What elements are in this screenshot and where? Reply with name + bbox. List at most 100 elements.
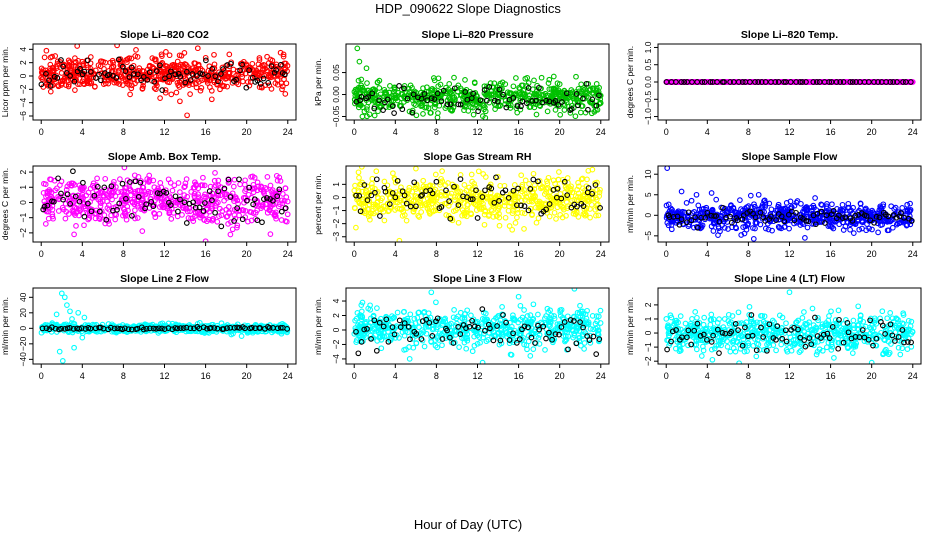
reference-point [271,69,278,76]
reference-point [728,219,735,226]
data-point [429,183,436,189]
reference-point [418,95,425,102]
data-point [462,77,468,83]
reference-point [518,202,524,209]
data-point [472,183,478,190]
y-tick-label: 1.0 [643,41,653,53]
reference-point [536,84,542,91]
y-tick-label: −2 [331,219,341,229]
outlier-point [71,231,77,238]
data-point [208,203,215,209]
data-point [546,76,553,83]
data-point [165,176,172,183]
data-point [457,188,463,195]
data-point [509,191,516,197]
data-point [275,203,282,210]
reference-point [227,194,234,200]
outlier-point [366,111,373,118]
reference-point [47,83,54,89]
y-tick-label: −2 [18,228,28,238]
data-point [420,177,427,184]
data-point [426,209,433,216]
reference-point [399,106,406,113]
reference-point [177,73,184,80]
reference-point [689,79,695,85]
outlier-point [75,309,82,316]
data-point [79,185,86,191]
data-point [557,202,564,208]
data-point [408,197,415,203]
data-point [452,207,459,214]
data-point [280,53,287,60]
data-point [830,225,837,232]
data-point [482,208,488,215]
data-point [128,55,135,62]
reference-point [752,79,758,85]
data-point [97,198,104,205]
reference-point [573,91,580,97]
data-point [174,213,181,220]
data-point [667,205,674,212]
data-point [781,224,788,230]
data-point [553,216,559,222]
data-point [42,181,49,188]
data-point [234,222,241,229]
data-point [786,225,792,232]
reference-point [134,71,141,78]
reference-point [799,79,806,85]
y-tick-label: −6 [18,111,28,121]
data-point [107,59,114,66]
reference-point [692,214,698,221]
reference-point [282,71,288,78]
reference-point [394,177,401,184]
data-point [50,68,56,75]
data-point [745,203,752,209]
outlier-point [202,238,209,242]
data-point [359,104,366,111]
data-point [279,86,285,93]
reference-point [377,213,383,219]
data-point [391,175,398,181]
data-point [171,182,178,189]
reference-point [778,213,785,220]
reference-point [673,79,679,85]
reference-point [212,209,218,216]
reference-point [46,77,52,84]
reference-point [434,90,441,97]
y-tick-label: 5 [643,192,653,197]
reference-point [685,209,692,216]
data-point [489,199,495,206]
data-point [823,205,830,212]
reference-point [447,215,454,222]
data-point [857,200,864,207]
data-point [201,193,207,200]
data-point [569,189,576,196]
reference-point [264,195,270,201]
data-point [77,81,83,87]
outlier-point [354,45,361,52]
reference-point [218,71,224,77]
reference-point [101,184,108,191]
data-point [451,74,457,81]
reference-point [898,210,904,216]
data-point [394,199,401,206]
data-point [87,54,94,60]
points [351,166,603,242]
data-point [431,77,438,84]
data-point [859,225,865,232]
reference-point [552,98,559,104]
data-point [77,196,84,202]
data-point [277,178,284,184]
data-point [711,220,717,227]
data-point [373,202,380,209]
y-tick-label: 1 [331,182,341,187]
reference-point [231,218,237,224]
y-tick-label: 0.5 [643,59,653,71]
data-point [693,191,700,198]
data-point [58,80,65,87]
data-point [791,220,797,227]
data-point [202,54,209,61]
data-point [42,221,49,227]
data-point [225,204,232,210]
reference-point [81,68,88,75]
